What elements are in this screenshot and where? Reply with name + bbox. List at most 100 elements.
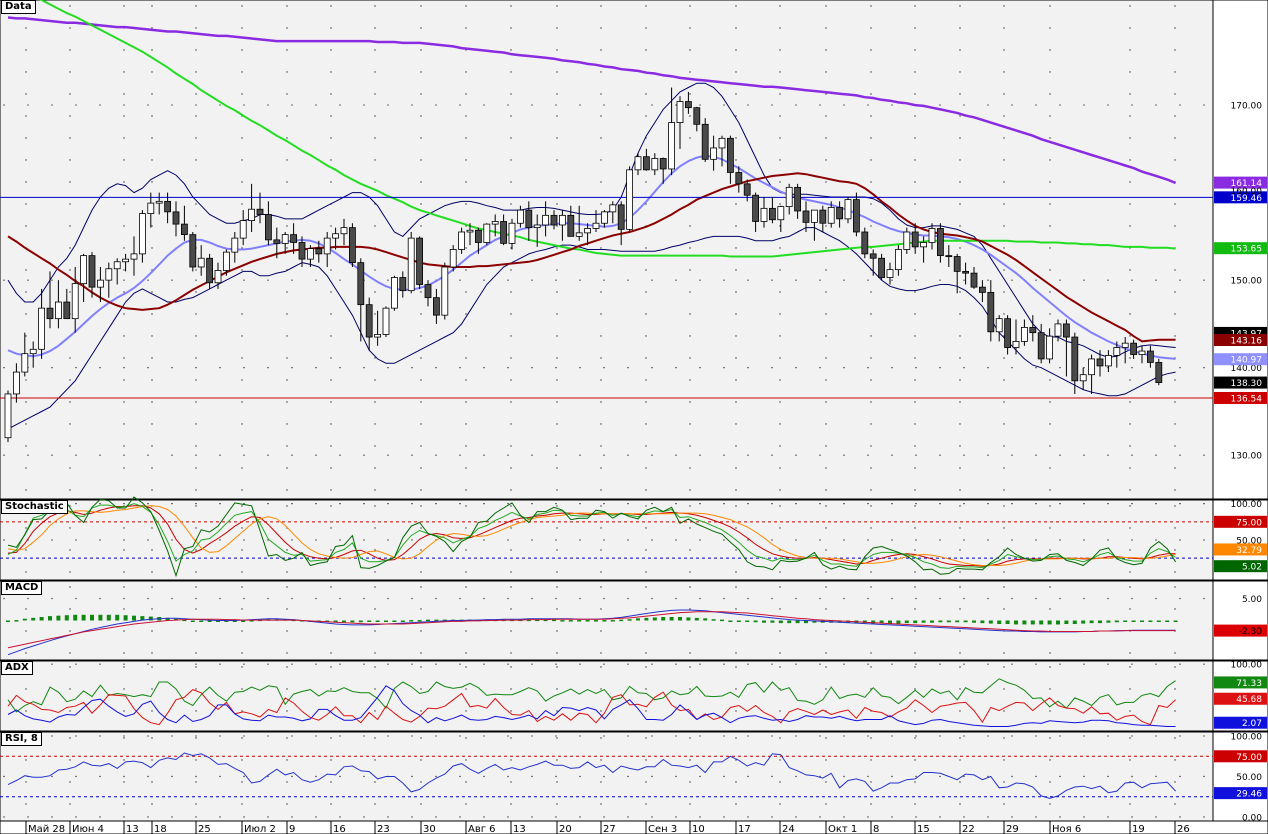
grid-dot	[387, 279, 389, 281]
grid-dot	[151, 115, 153, 117]
grid-dot	[1131, 735, 1133, 737]
grid-dot	[1174, 666, 1176, 668]
grid-dot	[645, 115, 647, 117]
grid-dot	[1129, 549, 1131, 551]
grid-dot	[556, 313, 558, 315]
grid-dot	[1049, 586, 1051, 588]
grid-dot	[914, 467, 916, 469]
grid-dot	[867, 597, 869, 600]
macd-histogram-bar	[48, 616, 52, 621]
candle	[197, 245, 205, 276]
grid-dot	[286, 379, 288, 381]
grid-dot	[675, 502, 677, 505]
grid-dot	[735, 137, 737, 139]
grid-dot	[825, 335, 827, 337]
grid-dot	[843, 104, 845, 106]
grid-dot	[195, 737, 197, 739]
x-tick-label: Ноя 6	[1052, 824, 1081, 834]
candle	[21, 332, 29, 377]
grid-dot	[825, 505, 827, 507]
candle-body	[1021, 327, 1028, 342]
grid-dot	[1003, 666, 1005, 668]
grid-dot	[459, 816, 461, 818]
macd-histogram-bar	[241, 620, 246, 622]
grid-dot	[51, 539, 53, 541]
grid-dot	[699, 279, 701, 281]
grid-dot	[123, 159, 125, 161]
grid-dot	[1131, 775, 1133, 778]
grid-dot	[1049, 652, 1051, 654]
grid-dot	[195, 279, 197, 281]
grid-dot	[735, 401, 737, 403]
grid-dot	[1049, 688, 1051, 690]
grid-dot	[779, 423, 781, 425]
grid-dot	[645, 445, 647, 447]
grid-dot	[465, 71, 467, 73]
grid-dot	[645, 181, 647, 183]
y-tick-label: 50.00	[1236, 537, 1262, 547]
candle	[458, 227, 466, 254]
grid-dot	[555, 816, 557, 818]
value-tag-bg	[1214, 624, 1267, 637]
grid-dot	[123, 335, 125, 337]
grid-dot	[1083, 279, 1085, 281]
grid-dot	[959, 781, 961, 783]
grid-dot	[69, 803, 71, 805]
grid-dot	[465, 181, 467, 183]
candle-body	[332, 233, 340, 239]
grid-dot	[600, 445, 602, 447]
grid-dot	[1083, 597, 1085, 600]
candle-body	[298, 242, 306, 260]
grid-dot	[959, 549, 961, 551]
grid-dot	[27, 454, 29, 456]
grid-dot	[651, 735, 653, 737]
grid-dot	[1174, 803, 1176, 805]
value-tag-bg	[1214, 787, 1267, 800]
grid-dot	[1003, 527, 1005, 529]
value-tag-stoch: 32.79	[1214, 543, 1267, 556]
grid-dot	[939, 454, 941, 456]
candle	[995, 315, 1003, 342]
grid-dot	[25, 803, 27, 805]
grid-dot	[1003, 27, 1005, 29]
grid-dot	[1129, 357, 1131, 359]
grid-dot	[1203, 104, 1205, 106]
grid-dot	[870, 630, 872, 632]
grid-dot	[1035, 597, 1037, 600]
grid-dot	[291, 104, 293, 106]
bollinger-lower-line	[7, 227, 1176, 430]
grid-dot	[600, 357, 602, 359]
candle-body	[340, 227, 348, 235]
grid-dot	[959, 803, 961, 805]
grid-dot	[1035, 366, 1037, 369]
grid-dot	[779, 181, 781, 183]
grid-dot	[1179, 454, 1181, 456]
candle	[785, 183, 793, 215]
candle-body	[601, 211, 608, 224]
grid-dot	[870, 759, 872, 761]
grid-dot	[483, 597, 485, 600]
grid-dot	[1049, 737, 1051, 739]
candle-body	[407, 237, 415, 292]
grid-dot	[99, 539, 101, 541]
grid-dot	[465, 652, 467, 654]
grid-dot	[465, 489, 467, 491]
candle	[1105, 350, 1112, 373]
grid-dot	[915, 454, 917, 456]
macd-histogram-bar	[871, 620, 876, 624]
grid-dot	[779, 505, 781, 507]
candle-body	[626, 169, 633, 230]
grid-dot	[123, 816, 125, 818]
value-tag-text: 29.46	[1236, 790, 1262, 800]
candle-body	[147, 202, 155, 215]
grid-dot	[195, 445, 197, 447]
grid-dot	[195, 357, 197, 359]
grid-dot	[3, 775, 5, 778]
candle	[63, 288, 71, 320]
grid-dot	[771, 279, 773, 281]
candle-body	[1138, 350, 1146, 355]
di-minus-line	[7, 689, 1176, 726]
grid-dot	[603, 502, 605, 505]
macd-histogram-bar	[342, 620, 346, 623]
grid-dot	[645, 527, 647, 529]
